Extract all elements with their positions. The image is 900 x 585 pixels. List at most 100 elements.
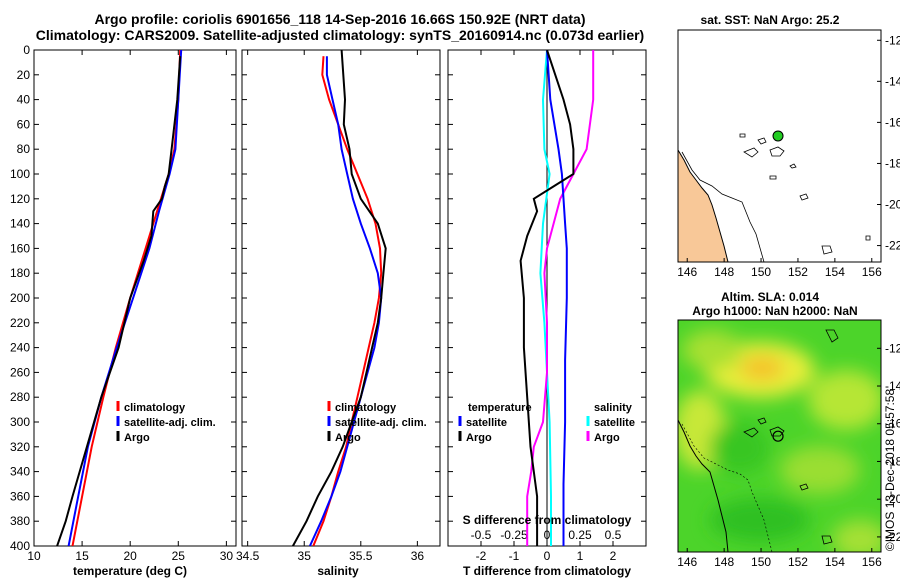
y-tick-label: 180 bbox=[10, 266, 30, 280]
map-y-tick-label: -16 bbox=[885, 115, 900, 129]
sla-map-title-line2: Argo h1000: NaN h2000: NaN bbox=[692, 304, 857, 318]
x-top-tick-label: -0.5 bbox=[471, 528, 492, 542]
y-tick-label: 60 bbox=[17, 117, 31, 131]
t-diff-argo-line bbox=[519, 50, 575, 546]
y-tick-label: 220 bbox=[10, 316, 30, 330]
y-tick-label: 340 bbox=[10, 465, 30, 479]
sla-map-anomalies bbox=[678, 330, 881, 552]
y-tick-label: 160 bbox=[10, 241, 30, 255]
sla-map-axis-ticks: 146 148 150 152 154 156 -12 -14 -16 -18 -20 -22 bbox=[677, 341, 900, 569]
legend-label-t-satellite: satellite bbox=[466, 417, 507, 429]
x-tick-label: 20 bbox=[124, 549, 138, 563]
map-y-tick-label: -12 bbox=[885, 33, 900, 47]
y-tick-label: 40 bbox=[17, 93, 31, 107]
temperature-panel-frame bbox=[33, 49, 237, 547]
map-x-tick-label: 146 bbox=[677, 265, 697, 279]
x-tick-label: 15 bbox=[75, 549, 89, 563]
sst-map-axis-ticks: 146 148 150 152 154 156 -12 -14 -16 -18 -20 -22 bbox=[677, 33, 900, 279]
map-x-tick-label: 150 bbox=[751, 265, 771, 279]
temperature-argo-line bbox=[56, 56, 182, 546]
x-tick-label: -2 bbox=[476, 549, 487, 563]
figure-title-line2: Climatology: CARS2009. Satellite-adjuste… bbox=[36, 27, 644, 43]
sst-map bbox=[678, 30, 881, 262]
sst-map-reefs bbox=[739, 133, 871, 255]
legend-label-satellite: satellite-adj. clim. bbox=[335, 417, 427, 429]
salinity-legend: climatology satellite-adj. clim. Argo bbox=[327, 401, 427, 444]
x-tick-label: 10 bbox=[27, 549, 41, 563]
map-y-tick-label: -22 bbox=[885, 239, 900, 253]
x-tick-label: -1 bbox=[509, 549, 520, 563]
sst-map-title: sat. SST: NaN Argo: 25.2 bbox=[701, 13, 840, 27]
map-y-tick-label: -14 bbox=[885, 74, 900, 88]
y-tick-label: 240 bbox=[10, 341, 30, 355]
temperature-xlabel: temperature (deg C) bbox=[73, 564, 187, 578]
map-x-tick-label: 152 bbox=[788, 265, 808, 279]
x-tick-label: 25 bbox=[172, 549, 186, 563]
map-y-tick-label: -22 bbox=[885, 530, 900, 544]
s-diff-satellite-line bbox=[539, 50, 552, 546]
sst-map-frame bbox=[677, 29, 882, 263]
y-tick-label: 20 bbox=[17, 68, 31, 82]
x-tick-label: 1 bbox=[577, 549, 584, 563]
y-tick-label: 140 bbox=[10, 217, 30, 231]
map-y-tick-label: -12 bbox=[885, 341, 900, 355]
t-diff-satellite-line bbox=[546, 50, 568, 546]
sst-map-reef-edge bbox=[681, 151, 765, 262]
y-tick-label: 100 bbox=[10, 167, 30, 181]
x-tick-label: 35 bbox=[298, 549, 312, 563]
figure-title-line1: Argo profile: coriolis 6901656_118 14-Se… bbox=[94, 11, 585, 27]
x-top-tick-label: 0.5 bbox=[605, 528, 622, 542]
map-x-tick-label: 156 bbox=[862, 265, 882, 279]
salinity-xlabel: salinity bbox=[317, 564, 359, 578]
x-top-tick-label: 0.25 bbox=[568, 528, 592, 542]
temperature-satellite-line bbox=[67, 50, 183, 546]
map-y-tick-label: -18 bbox=[885, 156, 900, 170]
y-tick-label: 300 bbox=[10, 415, 30, 429]
map-x-tick-label: 146 bbox=[677, 555, 697, 569]
difference-xlabel: T difference from climatology bbox=[463, 564, 631, 578]
y-tick-label: 400 bbox=[10, 539, 30, 553]
sla-map-shelf-edge bbox=[681, 423, 773, 552]
legend-label-climatology: climatology bbox=[124, 402, 186, 414]
y-tick-label: 280 bbox=[10, 390, 30, 404]
sla-map-title-line1: Altim. SLA: 0.014 bbox=[721, 290, 819, 304]
legend-label-s-satellite: satellite bbox=[594, 417, 635, 429]
sla-map-coastline bbox=[678, 419, 729, 552]
temperature-axis-ticks: 10 15 20 25 30020406080100120140160180200220… bbox=[10, 43, 236, 563]
sst-map-float-marker bbox=[772, 130, 784, 142]
map-x-tick-label: 154 bbox=[825, 555, 845, 569]
map-x-tick-label: 152 bbox=[788, 555, 808, 569]
sla-map-float-marker bbox=[772, 430, 784, 442]
map-x-tick-label: 150 bbox=[751, 555, 771, 569]
temperature-legend: climatology satellite-adj. clim. Argo bbox=[116, 401, 216, 444]
sst-map-land bbox=[678, 149, 729, 262]
y-tick-label: 260 bbox=[10, 365, 30, 379]
watermark: ©IMOS 13-Dec-2018 05:57:58 bbox=[883, 389, 897, 552]
legend-title-salinity: salinity bbox=[594, 402, 633, 414]
x-top-tick-label: -0.25 bbox=[500, 528, 528, 542]
x-tick-label: 36 bbox=[411, 549, 425, 563]
legend-title-temperature: temperature bbox=[468, 402, 532, 414]
legend-label-t-argo: Argo bbox=[466, 432, 492, 444]
map-x-tick-label: 148 bbox=[714, 265, 734, 279]
y-tick-label: 0 bbox=[23, 43, 30, 57]
y-tick-label: 380 bbox=[10, 514, 30, 528]
map-y-tick-label: -20 bbox=[885, 492, 900, 506]
map-x-tick-label: 154 bbox=[825, 265, 845, 279]
s-diff-argo-line bbox=[526, 50, 595, 546]
y-tick-label: 320 bbox=[10, 440, 30, 454]
legend-label-climatology: climatology bbox=[335, 402, 397, 414]
legend-label-argo: Argo bbox=[335, 432, 361, 444]
map-y-tick-label: -14 bbox=[885, 379, 900, 393]
map-y-tick-label: -20 bbox=[885, 198, 900, 212]
y-tick-label: 120 bbox=[10, 192, 30, 206]
difference-xlabel-top: S difference from climatology bbox=[463, 513, 632, 527]
map-y-tick-label: -16 bbox=[885, 417, 900, 431]
sla-map-frame bbox=[677, 319, 882, 553]
legend-label-s-argo: Argo bbox=[594, 432, 620, 444]
map-x-tick-label: 156 bbox=[862, 555, 882, 569]
legend-label-argo: Argo bbox=[124, 432, 150, 444]
temperature-climatology-line bbox=[71, 50, 182, 546]
y-tick-label: 80 bbox=[17, 142, 31, 156]
